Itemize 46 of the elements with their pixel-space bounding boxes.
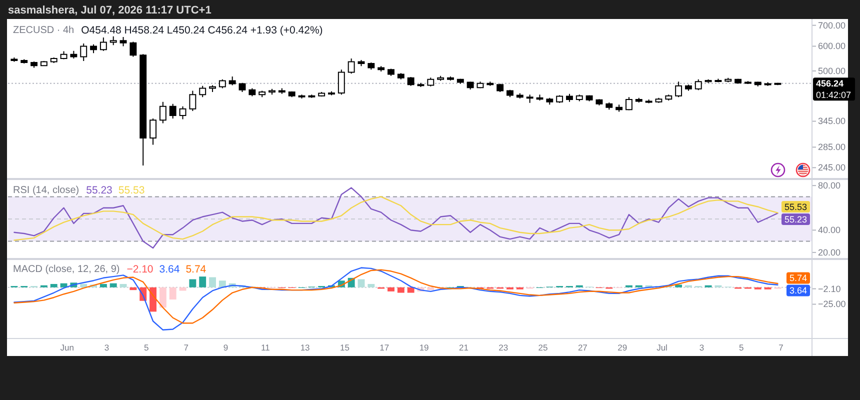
text: ZECUSD · 4h [13,25,74,36]
data-label: 55.53 [784,202,808,212]
x-tick-label: Jun [60,342,74,352]
series-label: 55.23 [86,184,113,196]
x-tick-label: 5 [144,342,150,352]
x-tick-label: 11 [260,342,270,352]
text: 3.64 [159,264,180,276]
y-tick-label: 245.00 [818,162,846,173]
series-label: 55.53 [118,184,145,196]
text: RSI (14, close) [13,185,80,196]
x-tick-label: 5 [738,342,744,352]
y-tick-label: 500.00 [818,66,846,76]
text: sasmalshera, Jul 07, 2026 11:17 UTC+1 [8,4,212,16]
chart-subtitle: O454.48 H458.24 L450.24 C456.24 +1.93 (+0.42%) [81,24,323,36]
x-tick-label: 13 [300,342,310,352]
y-tick-label: −2.10 [818,284,841,294]
x-tick-label: 25 [538,342,548,352]
y-tick-label: 285.00 [818,142,846,152]
x-tick-label: 29 [618,342,628,352]
y-tick-label: 345.00 [818,116,846,126]
x-tick-label: 23 [498,342,508,352]
x-tick-label: 7 [778,342,784,352]
y-tick-label: 40.00 [818,225,841,236]
x-tick-label: 19 [419,342,430,352]
y-tick-label: 80.00 [818,180,841,191]
text: MACD (close, 12, 26, 9) [13,264,120,275]
x-tick-label: 27 [578,342,588,352]
y-tick-label: −25.00 [818,299,846,310]
text: 5.74 [186,264,206,276]
data-label: 55.23 [784,214,808,224]
y-tick-label: 600.00 [818,41,846,52]
data-label: 5.74 [789,272,808,283]
x-tick-label: 21 [458,342,469,352]
x-tick-label: 15 [340,342,350,352]
y-tick-label: 700.00 [818,20,846,30]
x-tick-label: 17 [380,342,390,352]
x-tick-label: 9 [223,342,228,352]
ref-line-label: 456.24 [816,78,844,88]
x-tick-label: 3 [699,342,704,352]
x-tick-label: 3 [104,342,110,352]
x-tick-label: Jul [656,342,668,352]
x-tick-label: 7 [184,342,189,352]
data-label: 3.64 [789,285,808,296]
y-tick-label: 20.00 [818,247,841,258]
series-label: −2.10 [126,264,154,276]
text: 01:42:07 [816,90,852,100]
